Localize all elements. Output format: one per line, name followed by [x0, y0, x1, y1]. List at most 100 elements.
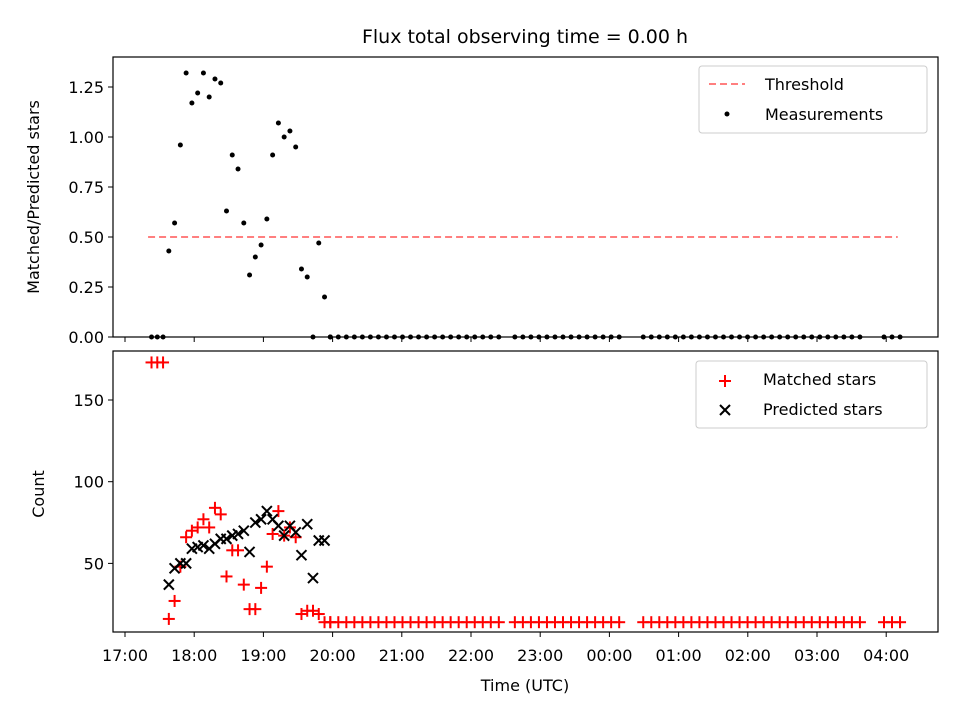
- predicted-star-point: [307, 572, 319, 584]
- predicted-star-point: [238, 525, 250, 537]
- predicted-star-point: [220, 533, 233, 545]
- matched-star-point: [157, 356, 170, 369]
- bottom-legend: Matched stars Predicted stars: [695, 360, 928, 429]
- bottom-y-axis-label: Count: [29, 470, 48, 518]
- predicted-star-point: [278, 529, 290, 542]
- measurement-point: [275, 120, 281, 126]
- predicted-star-point: [289, 526, 302, 539]
- matched-star-point: [168, 594, 181, 607]
- predicted-star-point: [301, 518, 313, 530]
- x-tick-label: 02:00: [725, 646, 771, 665]
- measurement-point: [258, 242, 264, 248]
- matched-star-point: [312, 608, 325, 621]
- measurement-point: [166, 248, 172, 254]
- matched-star-point: [214, 508, 227, 521]
- matched-star-point: [272, 505, 285, 518]
- x-tick-label: 23:00: [517, 646, 563, 665]
- matched-star-point: [613, 616, 626, 629]
- predicted-star-point: [163, 578, 175, 591]
- matched-star-point: [249, 603, 262, 616]
- predicted-star-point: [197, 539, 210, 552]
- matched-star-point: [255, 581, 268, 594]
- matched-star-point: [283, 521, 296, 534]
- measurement-point: [304, 274, 310, 280]
- top-y-tick-label: 1.00: [68, 128, 104, 147]
- matched-star-point: [237, 578, 250, 591]
- measurement-point: [177, 142, 183, 148]
- measurement-point: [229, 152, 235, 158]
- predicted-star-point: [249, 516, 262, 529]
- measurement-point: [183, 70, 189, 76]
- top-axes: 0.00 0.25 0.50 0.75 1.00 1.25 Matched/Predict…: [24, 56, 939, 347]
- legend-label-measurements: Measurements: [765, 105, 883, 124]
- predicted-star-point: [243, 546, 256, 558]
- legend-label-matched: Matched stars: [763, 370, 876, 389]
- measurement-point: [293, 144, 299, 150]
- measurement-point: [218, 80, 224, 86]
- top-y-tick-label: 0.75: [68, 178, 104, 197]
- predicted-star-point: [232, 528, 244, 540]
- measurement-point: [241, 220, 247, 226]
- measurement-point: [298, 266, 304, 272]
- x-tick-label: 19:00: [240, 646, 286, 665]
- matched-star-point: [260, 560, 273, 573]
- top-y-ticks: 0.00 0.25 0.50 0.75 1.00 1.25: [68, 78, 887, 347]
- predicted-star-point: [180, 557, 192, 570]
- measurement-point: [200, 70, 206, 76]
- x-tick-label: 01:00: [656, 646, 702, 665]
- matched-star-point: [191, 521, 204, 534]
- predicted-star-point: [255, 513, 267, 525]
- matched-star-point: [232, 544, 245, 557]
- top-y-tick-label: 0.50: [68, 228, 104, 247]
- x-axis-label: Time (UTC): [480, 676, 569, 695]
- legend-measurements-dot: [724, 111, 730, 117]
- top-legend: Threshold Measurements: [698, 65, 928, 134]
- matched-star-point: [894, 616, 907, 629]
- measurement-point: [252, 254, 258, 260]
- x-tick-label: 22:00: [448, 646, 494, 665]
- measurement-point: [212, 76, 218, 82]
- top-y-axis-label: Matched/Predicted stars: [24, 100, 43, 294]
- bottom-axes: 50 100 150 17:00 18:00 19:00 20:00 21:00 22:00 2…: [29, 350, 939, 695]
- matched-star-point: [180, 531, 193, 544]
- measurement-point: [235, 166, 241, 172]
- measurement-point: [206, 94, 212, 100]
- measurement-point: [223, 208, 229, 214]
- predicted-star-point: [261, 505, 273, 517]
- top-axes-frame: [112, 56, 939, 338]
- measurement-point: [195, 90, 201, 96]
- bottom-y-ticks: 50 100 150: [73, 391, 113, 573]
- measurement-point: [264, 216, 270, 222]
- measurement-point: [172, 220, 178, 226]
- bottom-y-tick-label: 50: [84, 554, 104, 573]
- predicted-star-point: [272, 520, 285, 532]
- x-tick-label: 21:00: [379, 646, 425, 665]
- matched-star-point: [162, 612, 175, 625]
- x-tick-label: 20:00: [310, 646, 356, 665]
- x-axis-ticks: 17:00 18:00 19:00 20:00 21:00 22:00 23:00 00:00…: [102, 632, 909, 665]
- measurement-point: [189, 100, 195, 106]
- matched-star-point: [220, 570, 233, 583]
- bottom-plot-layer: [145, 356, 907, 629]
- matched-star-point: [197, 513, 210, 526]
- legend-matched-marker: [719, 375, 731, 387]
- x-tick-label: 18:00: [171, 646, 217, 665]
- chart-title: Flux total observing time = 0.00 h: [362, 26, 688, 48]
- legend-label-predicted: Predicted stars: [763, 400, 883, 419]
- x-tick-label: 04:00: [863, 646, 909, 665]
- matched-star-point: [853, 616, 866, 629]
- top-y-tick-label: 0.25: [68, 278, 104, 297]
- bottom-y-tick-label: 100: [73, 473, 104, 492]
- measurement-point: [316, 240, 322, 246]
- measurement-point: [287, 128, 293, 134]
- bottom-axes-frame: [112, 350, 939, 633]
- measurement-point: [247, 272, 253, 278]
- x-tick-label: 17:00: [102, 646, 148, 665]
- matched-star-point: [203, 521, 216, 534]
- top-y-tick-label: 0.00: [68, 328, 104, 347]
- x-tick-label: 03:00: [794, 646, 840, 665]
- top-y-tick-label: 1.25: [68, 78, 104, 97]
- legend-label-threshold: Threshold: [764, 75, 844, 94]
- measurement-point: [281, 134, 287, 140]
